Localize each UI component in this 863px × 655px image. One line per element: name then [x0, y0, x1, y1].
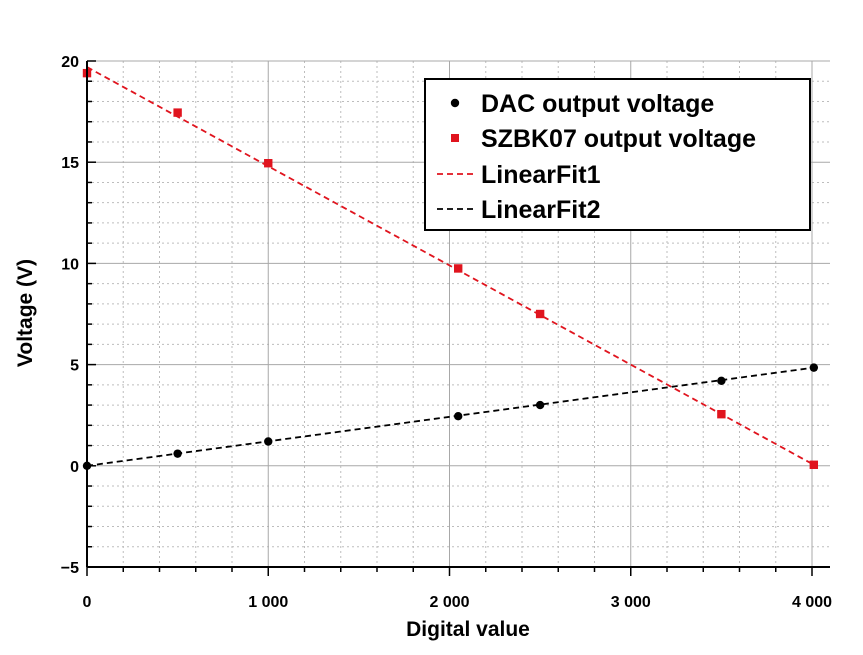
szbk07-output-voltage-point — [717, 409, 726, 419]
x-tick-label: 1 000 — [248, 594, 288, 611]
x-tick-label: 0 — [83, 594, 92, 611]
dac-output-voltage-point — [173, 449, 182, 458]
dac-output-voltage-point — [717, 376, 726, 385]
legend-swatch-szbk07-output-voltage — [451, 134, 459, 142]
dac-output-voltage-point — [535, 400, 545, 410]
data-points — [82, 68, 819, 470]
dac-output-voltage-point — [454, 412, 463, 421]
dac-output-voltage-point — [264, 437, 273, 446]
legend-label-szbk07-output-voltage: SZBK07 output voltage — [481, 125, 756, 153]
y-tick-label: 15 — [61, 155, 79, 172]
legend: DAC output voltage SZBK07 output voltage L… — [424, 78, 811, 231]
szbk07-output-voltage-point — [809, 460, 819, 469]
y-tick-label: 0 — [70, 459, 79, 476]
y-tick-label: 5 — [70, 358, 79, 375]
axes — [86, 61, 830, 568]
linearfit1-line — [86, 66, 815, 466]
legend-swatch-dac-output-voltage — [450, 98, 460, 108]
y-axis-title: Voltage (V) — [14, 259, 37, 367]
szbk07-output-voltage-point — [264, 159, 273, 168]
y-tick-label: −5 — [61, 560, 79, 577]
dac-output-voltage-point — [809, 363, 819, 372]
x-tick-label: 2 000 — [429, 594, 469, 611]
linearfit2-line — [86, 366, 814, 467]
szbk07-output-voltage-point — [454, 264, 463, 273]
fit-lines — [86, 66, 815, 467]
ticks — [86, 60, 813, 576]
y-tick-label: 10 — [61, 256, 79, 273]
legend-label-linearfit1: LinearFit1 — [481, 161, 601, 189]
y-tick-label: 20 — [61, 54, 79, 71]
x-axis-title: Digital value — [406, 618, 530, 641]
szbk07-output-voltage-point — [173, 108, 182, 117]
legend-label-linearfit2: LinearFit2 — [481, 196, 600, 224]
szbk07-output-voltage-point — [535, 309, 545, 319]
legend-label-dac-output-voltage: DAC output voltage — [481, 90, 714, 118]
legend-box — [424, 78, 811, 231]
x-tick-label: 4 000 — [792, 594, 832, 611]
x-tick-label: 3 000 — [611, 594, 651, 611]
